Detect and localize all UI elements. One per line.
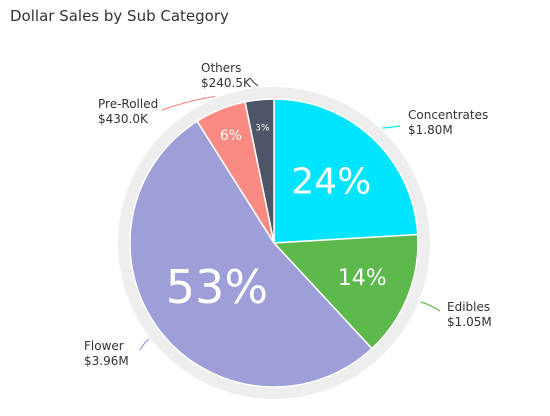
pie-callout-line [420, 301, 441, 312]
pie-callout-value: $430.0K [98, 112, 149, 126]
pie-percent-labels: 24% 14% 53% 6% 3% [166, 123, 387, 313]
pie-callout-name: Concentrates [408, 108, 488, 122]
pie-percent-label: 24% [291, 162, 371, 203]
pie-slice-others[interactable] [244, 98, 275, 244]
pie-callout-line [382, 125, 401, 129]
pie-percent-label: 6% [220, 128, 242, 144]
pie-callout-name: Others [201, 61, 241, 75]
pie-slice-edibles[interactable] [272, 233, 419, 350]
pie-callout-value: $1.05M [447, 315, 492, 329]
pie-slices [129, 98, 419, 388]
chart-title: Dollar Sales by Sub Category [10, 7, 229, 25]
pie-callout-value: $3.96M [84, 354, 129, 368]
pie-percent-label: 53% [166, 260, 268, 314]
pie-percent-label: 3% [255, 123, 270, 133]
pie-percent-label: 14% [338, 266, 387, 291]
pie-callout-name: Flower [84, 339, 124, 353]
pie-callout-line [161, 95, 216, 111]
pie-slice-flower[interactable] [129, 120, 373, 388]
pie-callout-value: $1.80M [408, 123, 453, 137]
pie-callout-line [139, 338, 150, 351]
pie-callout-name: Pre-Rolled [98, 97, 158, 111]
pie-callout-line [249, 77, 259, 87]
pie-slice-concentrates[interactable] [273, 98, 419, 244]
pie-callout-name: Edibles [447, 300, 490, 314]
pie-callouts: Concentrates$1.80M Edibles$1.05M Flower$3.… [84, 61, 492, 368]
pie-callout-value: $240.5K [201, 76, 252, 90]
